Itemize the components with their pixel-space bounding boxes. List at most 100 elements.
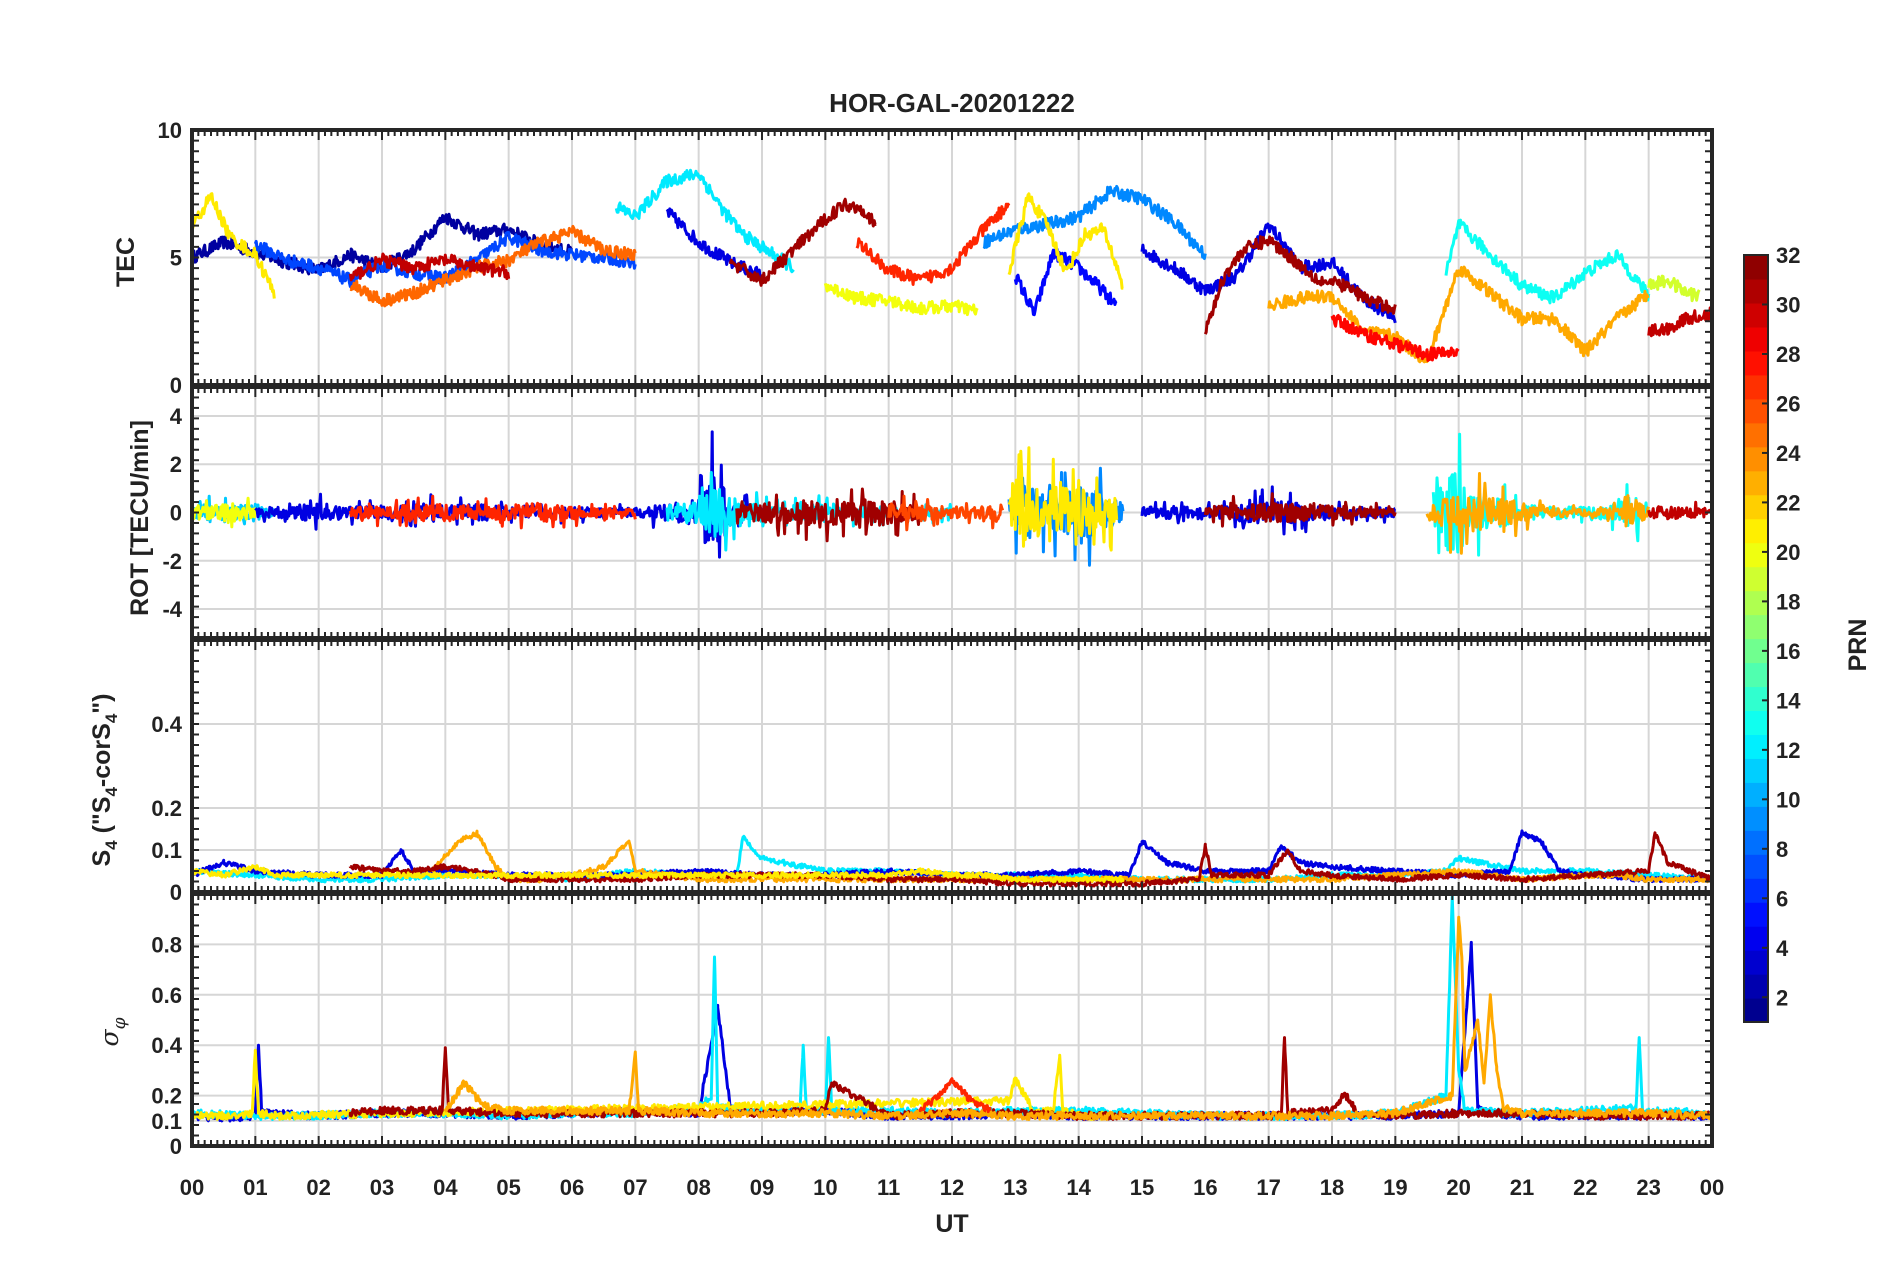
- colorbar-segment: [1744, 446, 1768, 472]
- tec-series-prn-31: [728, 197, 877, 287]
- x-tick-label: 08: [686, 1175, 710, 1200]
- colorbar-segment: [1744, 902, 1768, 927]
- tec-y-tick-label: 10: [158, 118, 182, 143]
- rot-series-prn-26: [887, 494, 1005, 532]
- sigma_phi-y-tick-label: 0.6: [151, 983, 182, 1008]
- x-tick-label: 23: [1636, 1175, 1660, 1200]
- colorbar-segment: [1744, 998, 1768, 1023]
- colorbar-label: PRN: [1844, 619, 1872, 672]
- tec-series-prn-31: [1203, 235, 1397, 335]
- rot-y-tick-label: 4: [170, 404, 183, 429]
- colorbar-tick-label: 12: [1776, 738, 1800, 763]
- colorbar-segment: [1744, 566, 1768, 592]
- x-tick-label: 01: [243, 1175, 267, 1200]
- x-tick-label: 02: [306, 1175, 330, 1200]
- rot-y-tick-label: -2: [162, 549, 182, 574]
- colorbar-segment: [1744, 614, 1768, 640]
- rot-y-tick-label: 0: [170, 501, 182, 526]
- x-tick-label: 09: [750, 1175, 774, 1200]
- colorbar-segment: [1744, 686, 1768, 712]
- s4-y-tick-label: 0.2: [151, 796, 182, 821]
- colorbar-segment: [1744, 374, 1768, 400]
- x-tick-label: 14: [1066, 1175, 1091, 1200]
- sigma_phi-y-tick-label: 0: [170, 1134, 182, 1159]
- tec-series-prn-19: [1647, 274, 1701, 303]
- colorbar-tick-label: 32: [1776, 243, 1800, 268]
- colorbar-tick-label: 14: [1776, 688, 1801, 713]
- x-tick-label: 20: [1446, 1175, 1470, 1200]
- colorbar-tick-label: 26: [1776, 391, 1800, 416]
- x-tick-label: 10: [813, 1175, 837, 1200]
- s4-series-prn-31: [348, 831, 1714, 888]
- sigma_phi-series-prn-23: [443, 915, 1714, 1121]
- tec-y-tick-label: 5: [170, 246, 182, 271]
- rot-series-prn-21: [1007, 446, 1119, 552]
- x-tick-label: 00: [180, 1175, 204, 1200]
- colorbar-segment: [1744, 542, 1768, 568]
- colorbar-tick-label: 10: [1776, 787, 1800, 812]
- rot-series-prn-31: [1203, 492, 1397, 528]
- tec-series-prn-21: [1007, 192, 1124, 290]
- x-tick-label: 12: [940, 1175, 964, 1200]
- colorbar-tick-label: 24: [1776, 441, 1801, 466]
- sigma_phi-y-tick-label: 0.1: [151, 1109, 182, 1134]
- colorbar-segment: [1744, 854, 1768, 879]
- colorbar-tick-label: 18: [1776, 589, 1800, 614]
- x-tick-label: 05: [496, 1175, 520, 1200]
- colorbar-segment: [1744, 350, 1768, 376]
- colorbar-tick-label: 6: [1776, 886, 1788, 911]
- tec-series-prn-28: [1330, 314, 1460, 362]
- x-tick-label: 16: [1193, 1175, 1217, 1200]
- rot-series-prn-27: [348, 494, 637, 530]
- x-tick-label: 15: [1130, 1175, 1154, 1200]
- colorbar-segment: [1744, 806, 1768, 831]
- rot-y-tick-label: -4: [162, 597, 182, 622]
- sigma_phi-y-tick-label: 0.4: [151, 1033, 182, 1058]
- s4-series-prn-21: [190, 864, 1125, 884]
- sigma_phi-y-tick-label: 0.2: [151, 1084, 182, 1109]
- colorbar-segment: [1744, 302, 1768, 328]
- tec-series-prn-23: [1267, 265, 1650, 364]
- x-tick-label: 03: [370, 1175, 394, 1200]
- colorbar-tick-label: 22: [1776, 490, 1800, 515]
- colorbar-segment: [1744, 758, 1768, 783]
- x-tick-label: 06: [560, 1175, 584, 1200]
- x-tick-label: 11: [877, 1175, 900, 1200]
- sigma_phi-series-prn-27: [918, 1077, 992, 1114]
- colorbar-segment: [1744, 782, 1768, 807]
- colorbar-segment: [1744, 470, 1768, 496]
- x-tick-label: 04: [433, 1175, 458, 1200]
- colorbar-segment: [1744, 278, 1768, 304]
- x-tick-label: 07: [623, 1175, 647, 1200]
- tec-series-prn-27: [855, 202, 1011, 286]
- x-axis-label: UT: [935, 1210, 968, 1238]
- tec-ylabel: TEC: [112, 237, 140, 287]
- rot-series-prn-23: [1425, 472, 1651, 555]
- s4-y-tick-label: 0.1: [151, 838, 182, 863]
- colorbar-segment: [1744, 734, 1768, 759]
- tec-series-prn-30: [348, 252, 511, 282]
- colorbar-segment: [1744, 662, 1768, 688]
- rot-series-prn-30: [1647, 500, 1713, 521]
- tec-y-tick-label: 0: [170, 373, 182, 398]
- colorbar-segment: [1744, 950, 1768, 975]
- x-tick-label: 18: [1320, 1175, 1344, 1200]
- s4-y-tick-label: 0.4: [151, 712, 182, 737]
- colorbar-tick-label: 8: [1776, 837, 1788, 862]
- tec-series-prn-5: [1013, 247, 1118, 317]
- colorbar-segment: [1744, 255, 1768, 280]
- colorbar-tick-label: 4: [1776, 936, 1789, 961]
- panel-s4: 0 0.1 0.2 0.4: [151, 638, 1714, 905]
- x-tick-label: 21: [1510, 1175, 1534, 1200]
- rot-ylabel: ROT [TECU/min]: [126, 420, 154, 616]
- colorbar-segment: [1744, 518, 1768, 544]
- tec-series-prn-12: [614, 168, 795, 274]
- tec-series-prn-21: [190, 192, 276, 299]
- tec-series-prn-9: [982, 184, 1207, 260]
- colorbar-tick-label: 2: [1776, 985, 1788, 1010]
- colorbar-segment: [1744, 590, 1768, 616]
- tec-series-prn-20: [823, 282, 979, 317]
- colorbar-segment: [1744, 422, 1768, 448]
